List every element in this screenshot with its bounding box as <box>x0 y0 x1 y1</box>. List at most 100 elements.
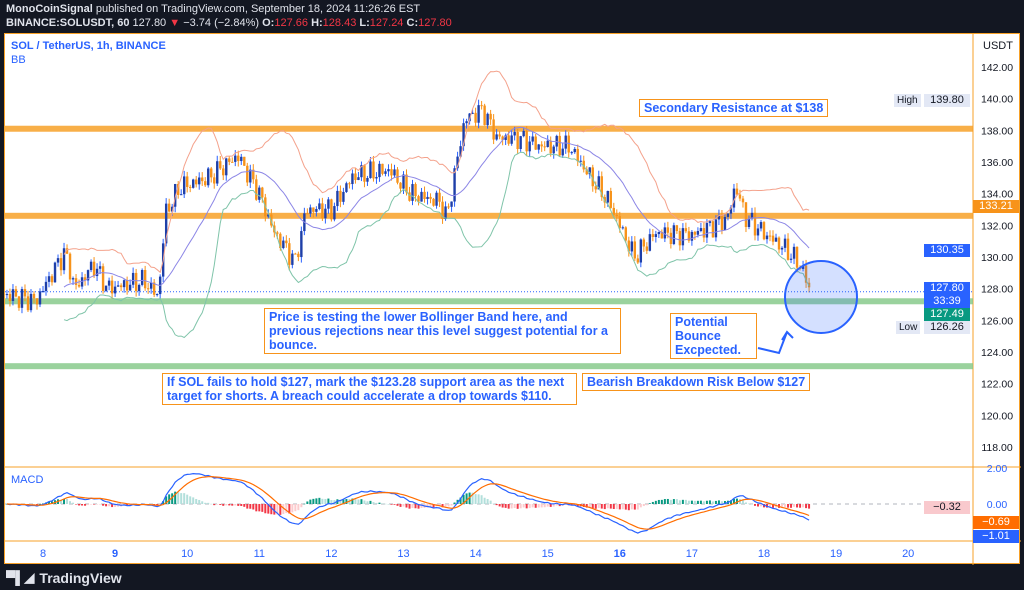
resistance-note[interactable]: Secondary Resistance at $138 <box>639 99 829 117</box>
macd-histogram-bar <box>741 499 744 504</box>
macd-histogram-bar <box>99 504 102 505</box>
macd-histogram-bar <box>645 504 648 506</box>
macd-histogram-bar <box>600 504 603 509</box>
candle-body <box>606 190 609 203</box>
price-tick: 124.00 <box>981 347 1013 359</box>
macd-histogram-bar <box>324 498 327 504</box>
candle-body <box>732 188 736 208</box>
macd-histogram-bar <box>357 499 360 504</box>
macd-histogram-bar <box>372 502 375 504</box>
macd-histogram-bar <box>66 498 69 504</box>
candle-body <box>216 161 219 184</box>
chart-frame[interactable]: 142.00 140.00 138.00 136.00 134.00 132.00 130.… <box>4 33 1021 565</box>
macd-histogram-bar <box>429 504 432 508</box>
candle-body <box>621 227 625 229</box>
macd-signal-badge: −0.69 <box>973 516 1019 529</box>
candle-body <box>627 240 631 252</box>
tradingview-logo[interactable]: ▀▌◢ TradingView <box>6 570 122 586</box>
candle-body <box>309 207 312 214</box>
macd-histogram-bar <box>753 504 756 506</box>
macd-histogram-bar <box>633 504 636 510</box>
macd-histogram-bar <box>735 498 738 504</box>
candle-body <box>582 160 585 170</box>
candle-body <box>345 183 348 192</box>
bounce-note[interactable]: Potential Bounce Excpected. <box>670 313 757 359</box>
candle-body <box>609 190 612 208</box>
candle-body <box>549 140 552 154</box>
chart-canvas[interactable]: 142.00140.00138.00136.00134.00132.00130.… <box>5 34 1021 565</box>
candle-body <box>414 184 417 197</box>
macd-histogram-bar <box>474 494 477 504</box>
candle-body <box>663 227 667 239</box>
price-tick: 132.00 <box>981 220 1013 232</box>
published-text: published on TradingView.com, September … <box>95 3 421 15</box>
macd-histogram-bar <box>84 504 87 506</box>
candle-body <box>312 207 315 212</box>
candle-body <box>804 265 808 283</box>
candle-body <box>630 241 634 252</box>
macd-histogram-bar <box>552 504 555 507</box>
candle-body <box>672 225 676 245</box>
candle-body <box>128 284 132 291</box>
candle-body <box>585 169 588 175</box>
macd-histogram-bar <box>234 504 237 506</box>
macd-histogram-bar <box>288 504 291 514</box>
candle-body <box>41 291 45 293</box>
candle-body <box>378 163 381 178</box>
macd-histogram-bar <box>261 504 264 512</box>
price-tick: 126.00 <box>981 315 1013 327</box>
candle-body <box>375 177 378 179</box>
candle-body <box>753 212 757 236</box>
candle-body <box>258 187 261 200</box>
macd-histogram-bar <box>540 504 543 508</box>
macd-histogram-bar <box>393 504 396 505</box>
risk-note[interactable]: Bearish Breakdown Risk Below $127 <box>582 373 811 391</box>
high-value: 128.43 <box>322 17 357 29</box>
macd-histogram-bar <box>198 499 201 504</box>
bb-legend[interactable]: BB <box>11 54 26 66</box>
macd-histogram-bar <box>447 504 450 507</box>
macd-histogram-bar <box>459 497 462 504</box>
macd-histogram-bar <box>279 504 282 515</box>
price-tick: 118.00 <box>981 442 1012 454</box>
author[interactable]: MonoCoinSignal <box>6 3 93 15</box>
macd-histogram-bar <box>648 503 651 504</box>
candle-body <box>726 213 730 217</box>
time-tick: 14 <box>469 548 481 560</box>
macd-histogram-bar <box>252 504 255 510</box>
macd-histogram-bar <box>453 502 456 504</box>
candle-body <box>98 266 102 269</box>
macd-histogram-bar <box>237 504 240 506</box>
candle-body <box>192 179 195 188</box>
macd-histogram-bar <box>363 500 366 504</box>
bounce-test-note[interactable]: Price is testing the lower Bollinger Ban… <box>264 308 621 354</box>
candle-body <box>519 136 522 150</box>
macd-histogram-bar <box>105 504 108 507</box>
macd-histogram-bar <box>114 504 117 507</box>
candle-body <box>291 253 294 265</box>
macd-histogram-bar <box>693 500 696 504</box>
candle-body <box>696 231 700 235</box>
candle-body <box>666 227 670 233</box>
candle-body <box>690 231 694 241</box>
time-tick: 13 <box>397 548 409 560</box>
candle-body <box>198 177 201 185</box>
candle-body <box>642 239 646 247</box>
macd-histogram-bar <box>309 499 312 504</box>
macd-histogram-bar <box>360 499 363 504</box>
breakdown-note[interactable]: If SOL fails to hold $127, mark the $123… <box>162 373 577 405</box>
candle-body <box>501 136 504 140</box>
macd-histogram-bar <box>790 504 793 508</box>
candle-body <box>786 238 790 260</box>
open-value: 127.66 <box>274 17 308 29</box>
macd-legend[interactable]: MACD <box>11 474 44 486</box>
candle-body <box>468 113 471 122</box>
candle-body <box>432 198 435 206</box>
macd-histogram-bar <box>729 500 732 504</box>
price-tick: 140.00 <box>981 94 1013 106</box>
macd-histogram-bar <box>660 499 663 504</box>
macd-histogram-bar <box>411 504 414 508</box>
candle-body <box>17 296 21 308</box>
candle-body <box>708 221 712 223</box>
candle-body <box>381 163 384 174</box>
